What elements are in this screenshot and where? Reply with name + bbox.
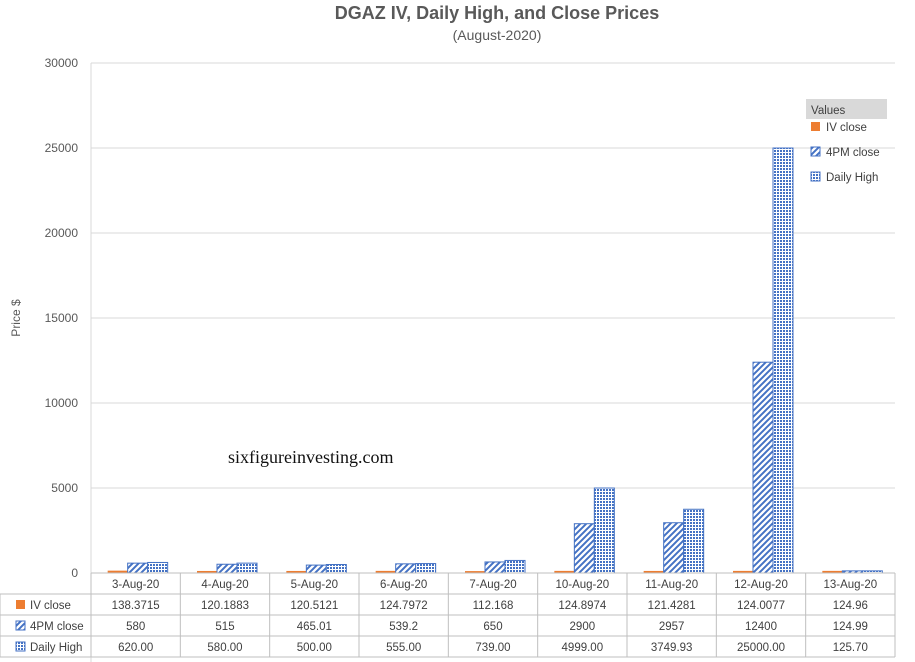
legend-swatch xyxy=(810,171,821,182)
bar-4pm-close-2 xyxy=(305,564,327,574)
data-label: 124.0077 xyxy=(737,600,785,612)
table-series-label: IV close xyxy=(30,600,71,612)
legend-swatch xyxy=(811,122,820,131)
data-label: 12400 xyxy=(745,621,777,633)
bar-daily-high-0 xyxy=(147,561,169,574)
data-label: 121.4281 xyxy=(648,600,696,612)
table-legend-swatch xyxy=(15,620,26,631)
data-label: 124.8974 xyxy=(558,600,607,612)
table-series-label: Daily High xyxy=(30,642,82,654)
legend-entry: Daily High xyxy=(826,172,878,184)
bar-iv-close-2 xyxy=(286,570,307,573)
chart-subtitle: (August-2020) xyxy=(453,27,542,43)
x-tick-label: 7-Aug-20 xyxy=(469,579,516,591)
bar-iv-close-4 xyxy=(465,571,485,573)
data-label: 4999.00 xyxy=(562,642,604,654)
bars xyxy=(107,147,883,574)
data-label: 2957 xyxy=(659,621,685,633)
y-tick-label: 20000 xyxy=(45,226,79,240)
data-label: 138.3715 xyxy=(112,600,160,612)
data-label: 500.00 xyxy=(297,642,332,654)
bar-4pm-close-7 xyxy=(752,361,774,574)
y-tick-label: 10000 xyxy=(45,396,79,410)
bar-4pm-close-4 xyxy=(484,561,506,574)
legend-title-background xyxy=(806,99,887,119)
bar-4pm-close-6 xyxy=(663,522,685,574)
bar-4pm-close-3 xyxy=(395,563,417,574)
x-tick-label: 5-Aug-20 xyxy=(291,579,338,591)
data-label: 25000.00 xyxy=(737,642,785,654)
x-tick-label: 11-Aug-20 xyxy=(645,579,698,591)
data-table: 3-Aug-20 4-Aug-20 5-Aug-20 6-Aug-20 7-Aug-20… xyxy=(0,572,896,658)
data-label: 124.96 xyxy=(833,600,868,612)
data-label: 539.2 xyxy=(389,621,418,633)
bar-4pm-close-5 xyxy=(573,523,595,574)
data-label: 515 xyxy=(215,621,234,633)
legend-entry: 4PM close xyxy=(826,147,880,159)
data-label: 650 xyxy=(483,621,502,633)
table-legend-swatch xyxy=(16,600,25,609)
bar-4pm-close-0 xyxy=(127,562,149,574)
y-tick-label: 30000 xyxy=(45,56,79,70)
bar-iv-close-3 xyxy=(375,570,396,573)
legend-entry: IV close xyxy=(826,122,867,134)
gridlines xyxy=(90,62,895,662)
bar-daily-high-1 xyxy=(236,562,258,574)
table-legend-swatch xyxy=(15,641,26,652)
x-tick-label: 12-Aug-20 xyxy=(734,579,788,591)
y-tick-label: 15000 xyxy=(45,311,79,325)
data-label: 465.01 xyxy=(297,621,332,633)
bar-daily-high-4 xyxy=(504,559,526,574)
data-label: 580.00 xyxy=(207,642,242,654)
bar-daily-high-5 xyxy=(593,487,615,574)
data-label: 124.7972 xyxy=(380,600,428,612)
x-tick-label: 10-Aug-20 xyxy=(555,579,609,591)
bar-daily-high-7 xyxy=(772,147,794,574)
y-tick-label: 0 xyxy=(71,566,78,580)
bar-4pm-close-1 xyxy=(216,563,238,574)
y-axis-ticks: 0 5000 10000 15000 20000 25000 30000 xyxy=(45,56,79,580)
data-label: 125.70 xyxy=(833,642,868,654)
bar-daily-high-6 xyxy=(683,508,705,574)
bar-iv-close-7 xyxy=(733,570,753,573)
bar-daily-high-3 xyxy=(415,563,437,574)
bar-iv-close-5 xyxy=(554,570,575,573)
y-tick-label: 5000 xyxy=(51,481,78,495)
legend-swatch xyxy=(810,146,821,157)
x-tick-label: 6-Aug-20 xyxy=(380,579,427,591)
bar-iv-close-6 xyxy=(643,570,664,573)
data-label: 120.5121 xyxy=(290,600,338,612)
chart-title: DGAZ IV, Daily High, and Close Prices xyxy=(335,3,659,23)
data-label: 120.1883 xyxy=(201,600,249,612)
data-label: 580 xyxy=(126,621,145,633)
data-label: 555.00 xyxy=(386,642,421,654)
x-tick-label: 4-Aug-20 xyxy=(201,579,248,591)
bar-daily-high-2 xyxy=(325,564,347,574)
x-tick-label: 13-Aug-20 xyxy=(823,579,877,591)
x-tick-label: 3-Aug-20 xyxy=(112,579,159,591)
data-label: 620.00 xyxy=(118,642,153,654)
y-axis-label: Price $ xyxy=(9,299,23,337)
legend: Values IV close 4PM close Daily High xyxy=(806,99,887,184)
bar-iv-close-1 xyxy=(197,570,217,573)
data-label: 3749.93 xyxy=(651,642,693,654)
data-label: 739.00 xyxy=(475,642,510,654)
data-label: 2900 xyxy=(570,621,596,633)
table-series-label: 4PM close xyxy=(30,621,84,633)
data-label: 124.99 xyxy=(833,621,868,633)
bar-iv-close-0 xyxy=(107,570,128,573)
bar-iv-close-8 xyxy=(822,570,843,573)
data-label: 112.168 xyxy=(473,600,514,612)
watermark-annotation: sixfigureinvesting.com xyxy=(228,447,393,467)
legend-title: Values xyxy=(811,105,846,117)
y-tick-label: 25000 xyxy=(45,141,79,155)
